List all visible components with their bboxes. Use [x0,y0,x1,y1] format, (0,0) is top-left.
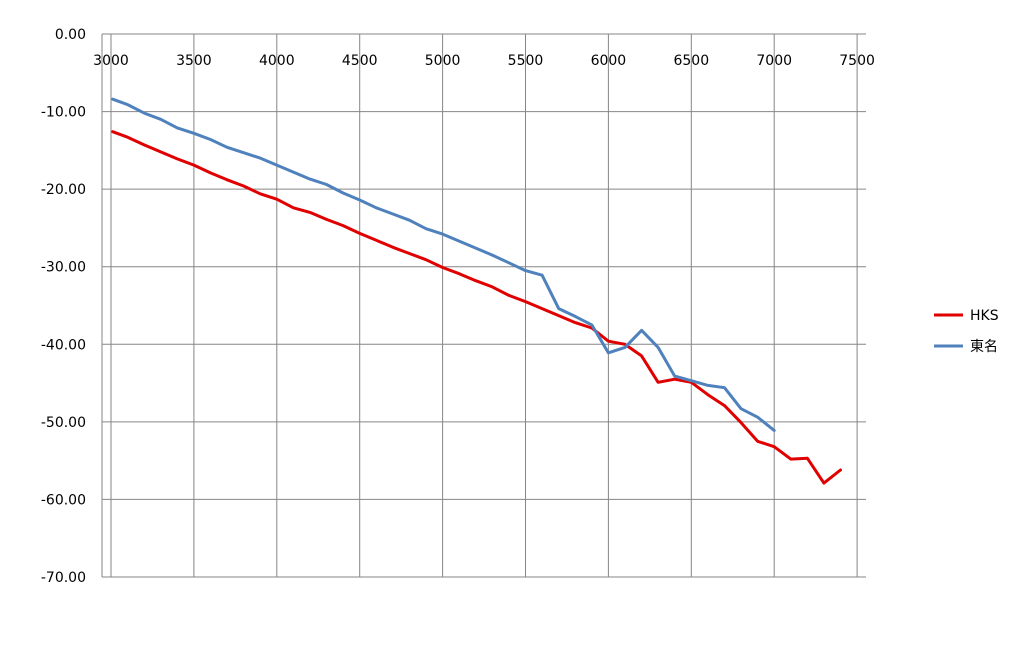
y-tick-label: 0.00 [55,27,86,43]
x-tick-label: 3500 [176,53,212,69]
legend-label: 東名 [970,339,998,355]
x-tick-label: 5500 [508,53,544,69]
series-lines [111,97,842,485]
x-tick-label: 3000 [93,53,129,69]
x-axis-tick-labels: 3000 3500 4000 4500 5000 5500 6000 6500 7000 7500 [93,53,875,69]
x-tick-label: 6000 [591,53,627,69]
y-tick-label: -30.00 [41,260,86,276]
y-tick-label: -10.00 [41,105,86,121]
y-tick-label: -50.00 [41,415,86,431]
x-tick-label: 7000 [756,53,792,69]
series-line-東名 [111,97,776,432]
x-tick-label: 7500 [839,53,875,69]
legend-label: HKS [970,308,999,324]
y-axis-tick-labels: 0.00 -10.00 -20.00 -30.00 -40.00 -50.00 -60.00… [41,27,86,586]
x-tick-label: 4500 [342,53,378,69]
legend: HKS 東名 [934,308,999,355]
gridlines [101,33,866,578]
series-line-HKS [111,130,842,485]
x-tick-label: 5000 [425,53,461,69]
y-tick-label: -70.00 [41,570,86,586]
y-tick-label: -40.00 [41,337,86,353]
y-tick-label: -60.00 [41,492,86,508]
x-tick-label: 4000 [259,53,295,69]
y-tick-label: -20.00 [41,182,86,198]
x-tick-label: 6500 [673,53,709,69]
